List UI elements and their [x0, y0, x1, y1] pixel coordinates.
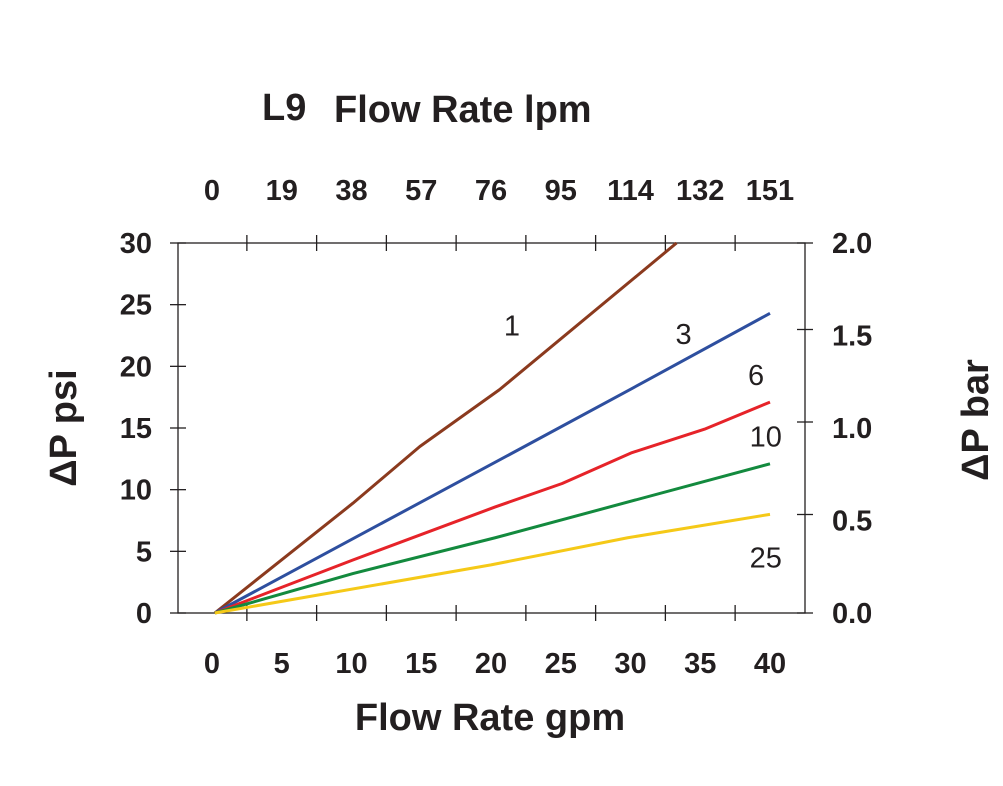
y2-tick-label: 1.5	[832, 321, 872, 353]
series-label: 1	[504, 311, 520, 343]
y-tick-label: 10	[120, 475, 152, 507]
x-tick-label: 15	[405, 648, 437, 680]
x-tick-label: 35	[684, 648, 716, 680]
chart-title: L9	[262, 87, 306, 129]
top-tick-label: 57	[405, 175, 437, 207]
top-tick-label: 132	[676, 175, 724, 207]
y-tick-label: 30	[120, 228, 152, 260]
y-tick-label: 25	[120, 290, 152, 322]
y-tick-label: 15	[120, 413, 152, 445]
series-label: 3	[675, 319, 691, 351]
y2-tick-label: 0.0	[832, 598, 872, 630]
series-line-1	[213, 241, 678, 615]
top-tick-label: 95	[545, 175, 577, 207]
series-line-6	[214, 400, 771, 615]
x-tick-label: 25	[545, 648, 577, 680]
series-lines: 1 3 6 10 25	[213, 241, 782, 615]
y-tick-label: 0	[136, 598, 152, 630]
tick-labels: 0 5 10 15 20 25 30 0.0 0.5 1.0 1.5 2.0 0 0 5 19 10 38 15 57…	[120, 175, 873, 680]
top-tick-label: 38	[335, 175, 367, 207]
x-tick-label: 5	[274, 648, 290, 680]
series-label: 10	[750, 422, 782, 454]
series-label: 6	[748, 360, 764, 392]
top-tick-label: 76	[475, 175, 507, 207]
y2-axis-title: ΔP bar	[955, 359, 997, 481]
y-tick-label: 5	[136, 536, 152, 568]
axis-ticks	[170, 235, 813, 621]
top-tick-label: 151	[746, 175, 794, 207]
x-tick-label: 10	[335, 648, 367, 680]
x-tick-label: 30	[614, 648, 646, 680]
series-line-3	[214, 311, 771, 615]
series-line-10	[214, 462, 771, 615]
series-line-25	[214, 512, 771, 615]
x-tick-label: 0	[204, 648, 220, 680]
top-axis-title: Flow Rate lpm	[334, 89, 592, 131]
top-tick-label: 114	[607, 175, 654, 207]
x-tick-label: 40	[754, 648, 786, 680]
y-tick-label: 20	[120, 351, 152, 383]
x-tick-label: 20	[475, 648, 507, 680]
top-tick-label: 19	[266, 175, 298, 207]
series-label: 25	[750, 542, 782, 574]
y-axis-title: ΔP psi	[43, 369, 85, 486]
y2-tick-label: 0.5	[832, 506, 872, 538]
y2-tick-label: 1.0	[832, 413, 872, 445]
x-axis-title: Flow Rate gpm	[355, 697, 625, 739]
top-tick-label: 0	[204, 175, 220, 207]
y2-tick-label: 2.0	[832, 228, 872, 260]
